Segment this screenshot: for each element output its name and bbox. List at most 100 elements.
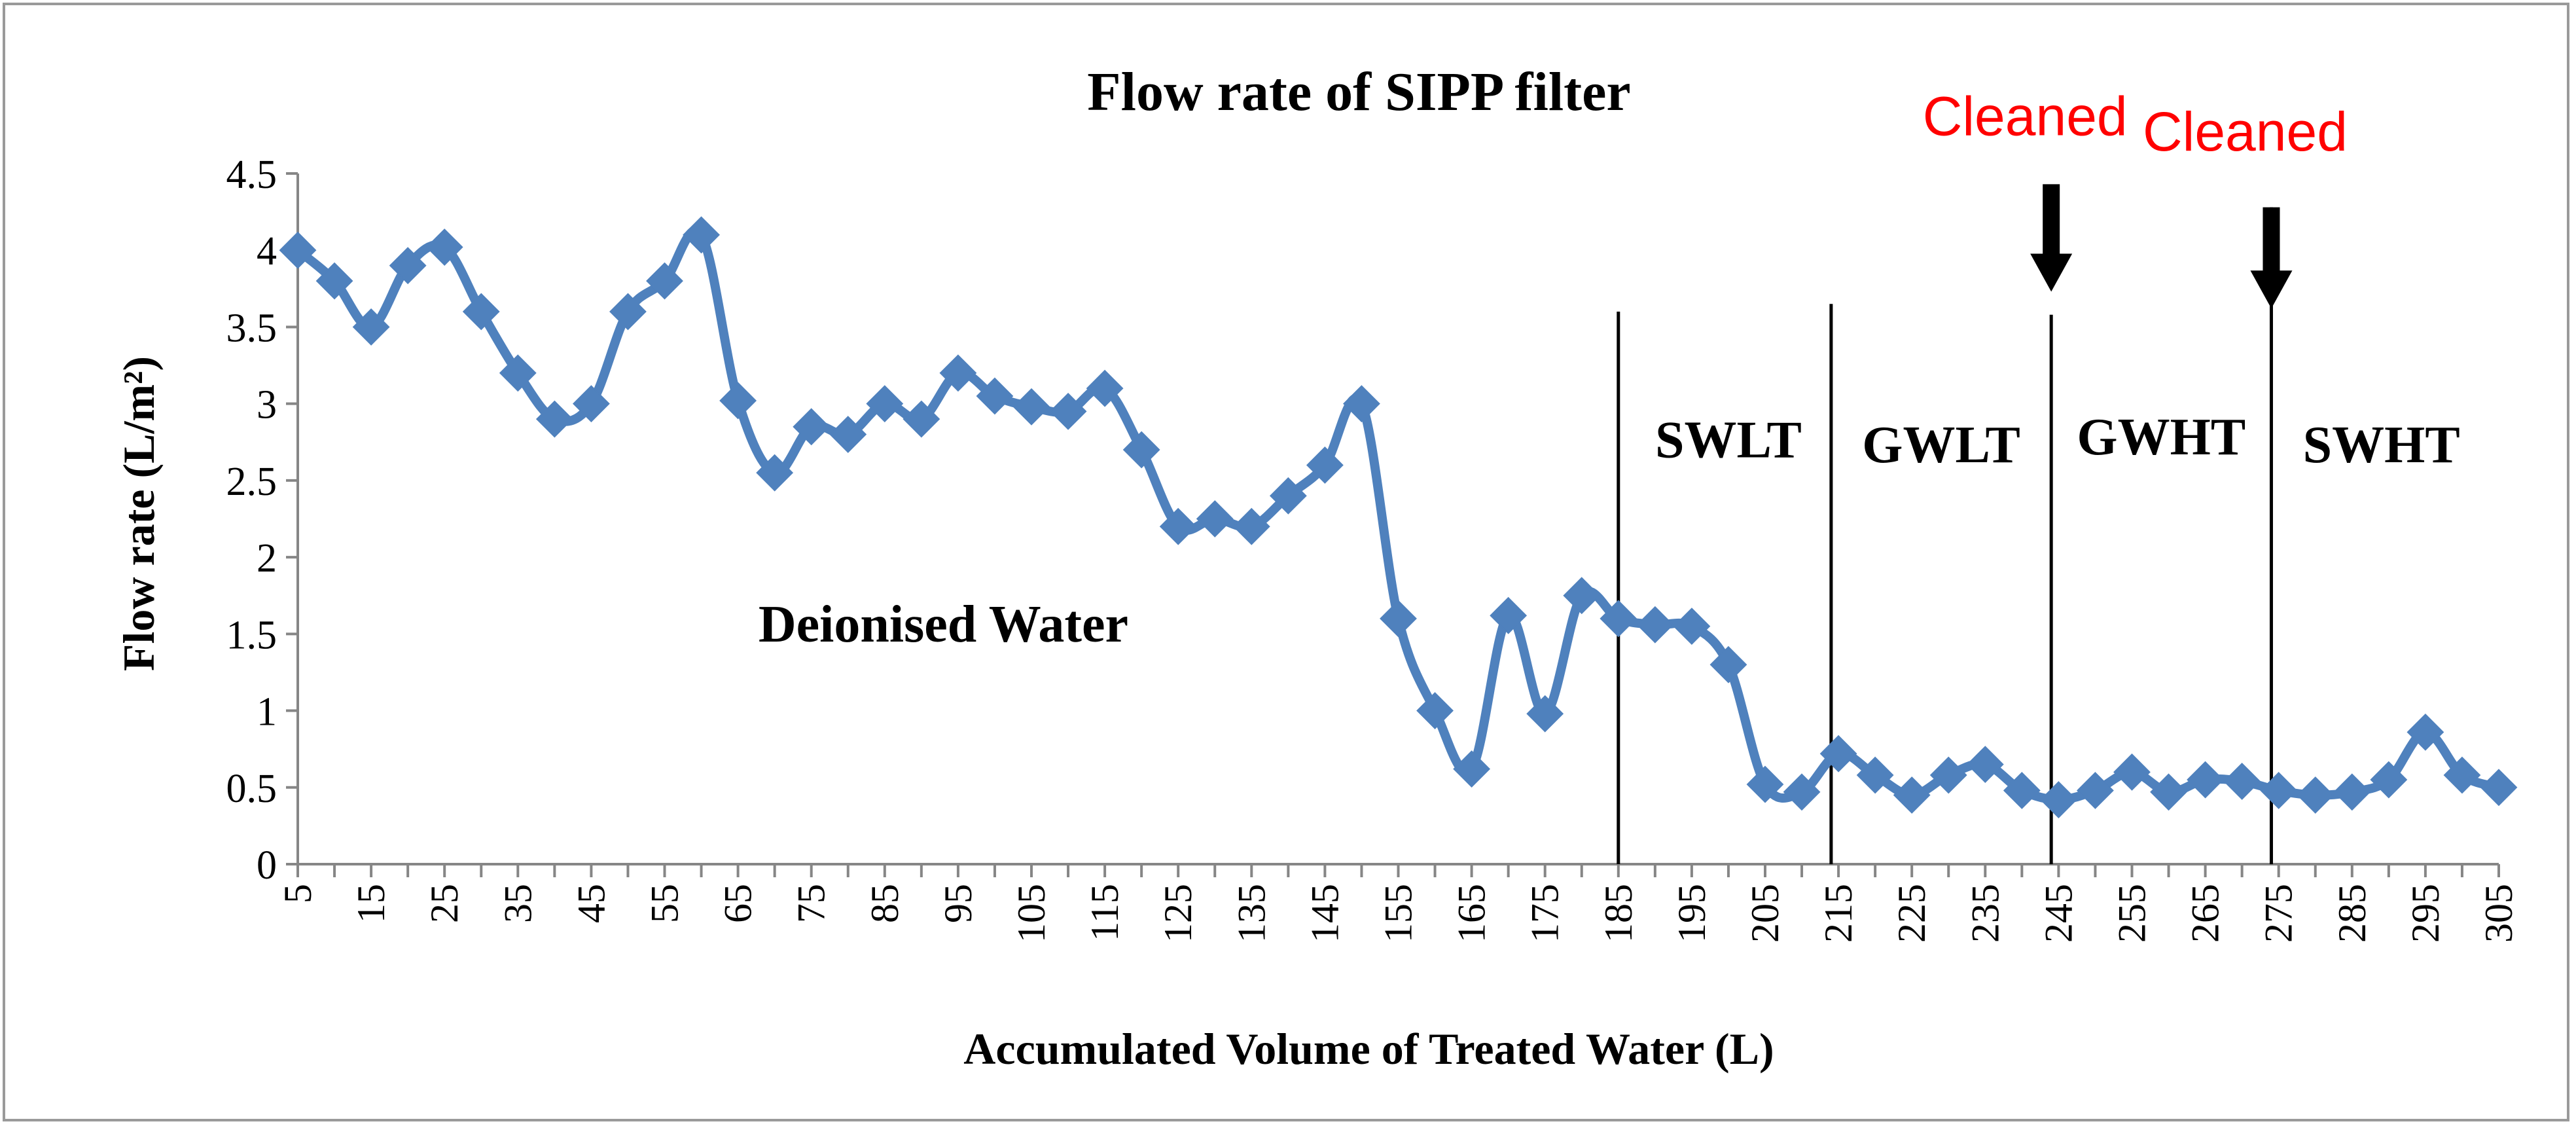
dividers-layer [1617,184,2293,864]
x-tick-label: 135 [1230,884,1273,943]
x-tick-label: 195 [1670,884,1713,943]
cleaned-annotation-1-label: Cleaned [1923,85,2128,147]
data-point-marker [1122,431,1160,469]
data-point-marker [1306,446,1344,484]
y-tick-label: 0 [257,843,277,888]
data-point-marker [2260,772,2298,809]
data-point-marker [609,293,647,331]
data-point-marker [2150,773,2187,811]
data-point-marker [535,400,573,438]
x-tick-label: 5 [276,884,319,903]
data-point-marker [2223,762,2261,800]
data-point-marker [1490,596,1528,634]
data-point-marker [1709,646,1747,683]
data-point-marker [829,416,867,453]
y-tick-label: 1 [257,690,277,735]
data-point-marker [683,216,720,254]
chart-title: Flow rate of SIPP filter [1087,62,1630,122]
data-point-marker [2297,776,2334,814]
data-point-marker [1049,392,1087,430]
x-tick-label: 205 [1744,884,1787,943]
x-tick-label: 235 [1963,884,2007,943]
label-swlt: SWLT [1655,412,1802,469]
data-point-marker [1232,507,1270,545]
data-point-marker [1343,385,1380,423]
x-tick-label: 225 [1890,884,1933,943]
data-point-marker [903,400,940,438]
data-point-marker [1929,756,1967,794]
data-point-marker [352,308,390,346]
data-point-marker [719,382,757,420]
x-tick-label: 15 [349,884,393,923]
y-tick-label: 4 [257,229,277,274]
x-tick-label: 265 [2184,884,2227,943]
data-point-marker [1012,388,1050,426]
y-tick-label: 4.5 [226,153,277,197]
data-point-marker [1856,756,1894,794]
x-tick-label: 275 [2257,884,2300,943]
data-point-marker [1380,600,1417,638]
x-tick-label: 295 [2404,884,2447,943]
y-tick-label: 3 [257,383,277,428]
data-point-marker [1673,608,1711,646]
x-tick-label: 75 [790,884,833,923]
data-point-marker [646,262,683,300]
x-tick-label: 255 [2111,884,2154,943]
data-point-marker [2480,769,2518,807]
data-point-marker [2443,756,2481,794]
x-tick-label: 65 [717,884,760,923]
data-point-marker [2077,772,2114,809]
series-layer [279,216,2518,818]
x-tick-label: 185 [1597,884,1640,943]
data-point-marker [572,385,610,423]
label-deionised-water: Deionised Water [759,596,1128,653]
x-tick-label: 85 [863,884,906,923]
y-tick-label: 2 [257,536,277,581]
x-tick-label: 245 [2037,884,2080,943]
data-point-marker [462,293,500,331]
data-point-marker [1746,765,1784,803]
data-point-marker [2003,772,2041,809]
x-tick-label: 105 [1010,884,1053,943]
cleaned-annotation-2-arrow-icon [2250,207,2293,309]
x-axis-label: Accumulated Volume of Treated Water (L) [963,1024,1774,1074]
x-tick-label: 305 [2477,884,2520,943]
data-point-marker [499,354,537,392]
data-point-marker [2187,761,2225,799]
data-point-marker [1819,735,1857,773]
axes-layer: 0 0.5 1 1.5 2 2.5 3 3.5 4 4.5 5 15 25 35 45 55 65 75 85 95 1… [226,153,2521,943]
label-gwlt: GWLT [1862,416,2020,474]
data-point-marker [2113,753,2151,791]
x-tick-label: 215 [1817,884,1860,943]
y-tick-label: 0.5 [226,767,277,811]
chart-frame [3,3,2569,1121]
data-point-marker [2406,713,2444,751]
data-point-marker [2333,773,2371,811]
x-tick-label: 145 [1303,884,1346,943]
data-point-marker [866,385,904,423]
y-tick-label: 2.5 [226,460,277,504]
cleaned-annotation-1-arrow-icon [2030,184,2073,292]
label-gwht: GWHT [2077,409,2245,466]
x-tick-label: 155 [1377,884,1420,943]
data-point-marker [2370,761,2408,799]
x-tick-label: 285 [2331,884,2374,943]
data-point-marker [1783,773,1821,811]
x-tick-label: 25 [423,884,466,923]
data-point-marker [1196,500,1234,537]
data-point-marker [425,228,463,266]
data-point-marker [793,408,831,446]
data-point-marker [315,262,353,300]
x-tick-label: 115 [1083,884,1126,941]
data-point-marker [1086,369,1124,407]
data-point-marker [2039,781,2077,818]
cleaned-annotation-2-label: Cleaned [2143,101,2348,162]
data-point-marker [976,377,1014,415]
x-tick-label: 45 [569,884,613,923]
y-tick-label: 3.5 [226,306,277,350]
data-point-marker [1269,477,1307,515]
data-point-marker [1159,507,1197,545]
data-point-marker [1893,776,1931,814]
data-point-marker [1416,692,1454,729]
x-tick-label: 35 [496,884,539,923]
